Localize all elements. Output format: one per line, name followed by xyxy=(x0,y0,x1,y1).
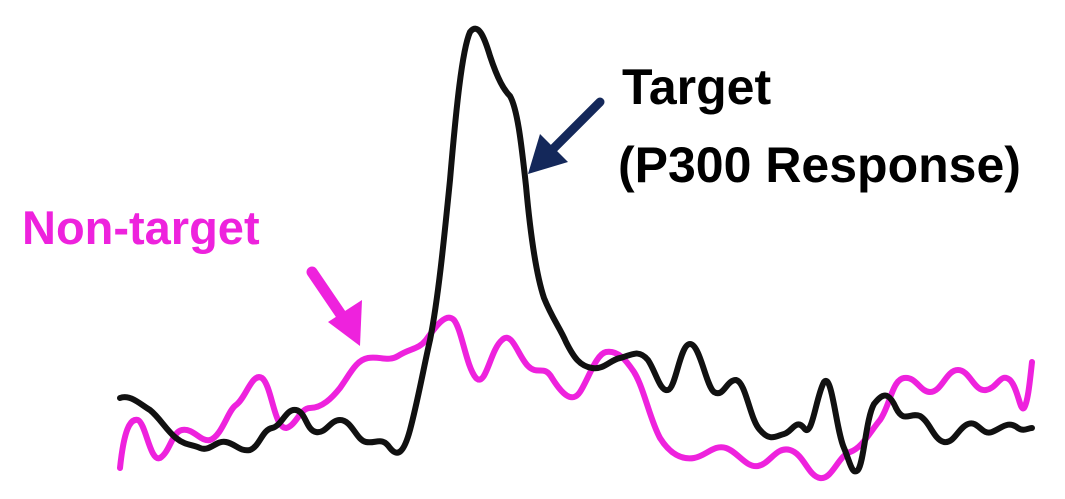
non-target-arrow-head xyxy=(328,300,362,346)
target-subtitle-label: (P300 Response) xyxy=(618,137,1021,193)
non-target-trace xyxy=(117,314,1035,481)
non-target-arrow xyxy=(306,266,362,346)
arrow-down-left-icon xyxy=(547,97,605,155)
non-target-label: Non-target xyxy=(22,201,260,254)
target-arrow xyxy=(528,97,605,174)
target-label: Target xyxy=(622,59,772,115)
target-arrow-head xyxy=(528,134,568,174)
target-trace xyxy=(117,25,1035,475)
arrow-down-right-icon xyxy=(306,266,352,328)
